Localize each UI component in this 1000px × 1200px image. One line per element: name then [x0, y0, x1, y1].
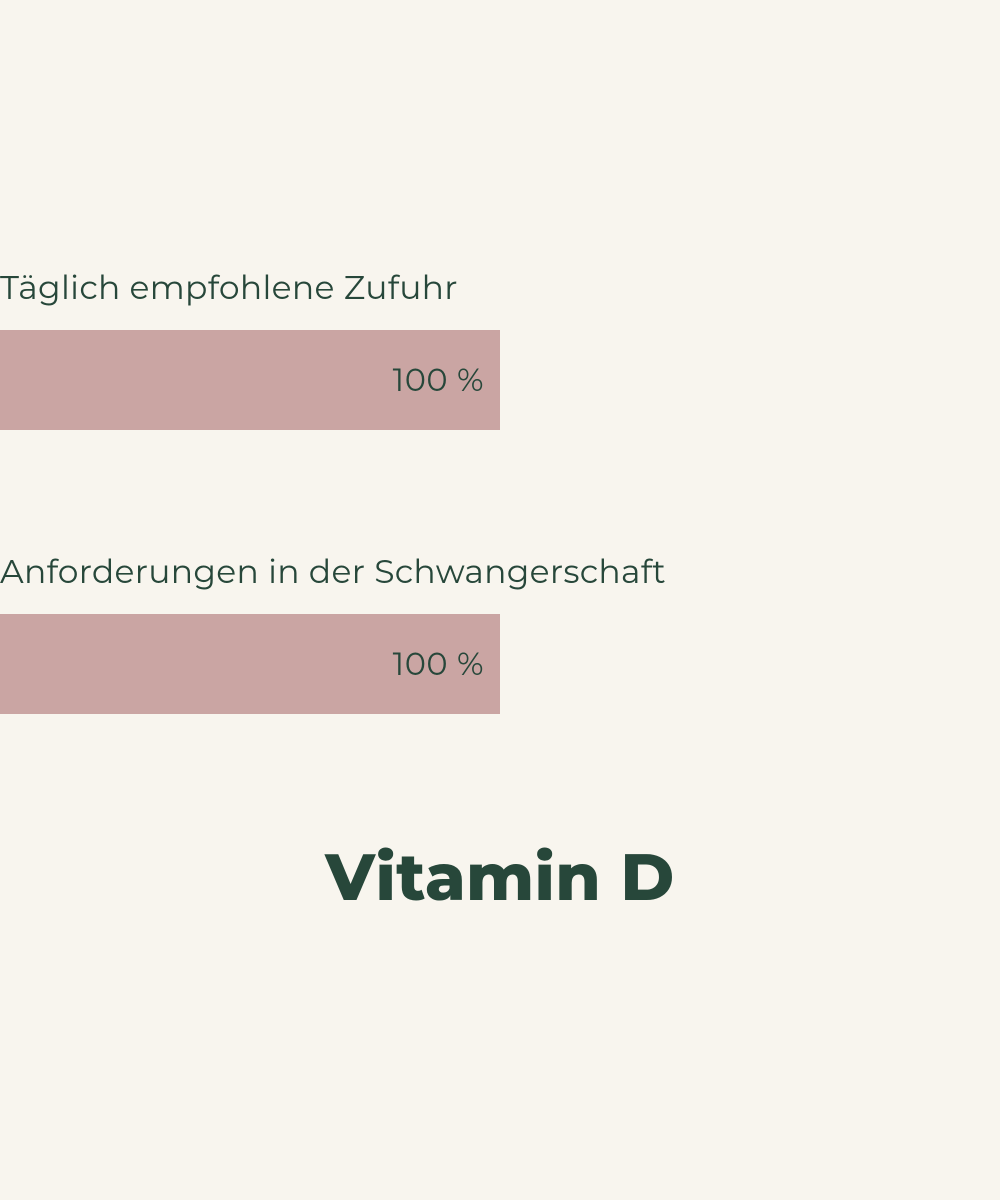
daily-intake-value: 100 % [393, 361, 484, 400]
daily-intake-section: Täglich empfohlene Zufuhr 100 % [0, 268, 1000, 430]
pregnancy-bar-fill: 100 % [0, 614, 500, 714]
daily-intake-bar-container: 100 % [0, 330, 1000, 430]
pregnancy-bar-container: 100 % [0, 614, 1000, 714]
pregnancy-value: 100 % [393, 645, 484, 684]
pregnancy-section: Anforderungen in der Schwangerschaft 100… [0, 552, 1000, 714]
pregnancy-label: Anforderungen in der Schwangerschaft [0, 552, 1000, 592]
daily-intake-bar-fill: 100 % [0, 330, 500, 430]
daily-intake-label: Täglich empfohlene Zufuhr [0, 268, 1000, 308]
vitamin-title: Vitamin D [0, 838, 1000, 917]
